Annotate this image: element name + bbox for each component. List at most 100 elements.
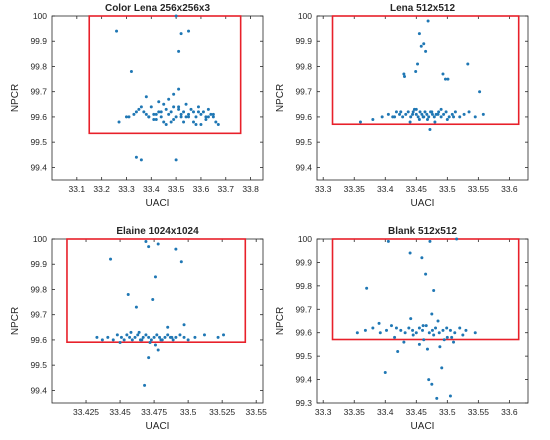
data-point [386,239,390,243]
data-point [125,333,129,337]
data-point [154,112,158,116]
data-point [156,242,160,246]
data-point [182,120,186,124]
y-tick-label: 99.7 [30,87,47,97]
chart-title: Elaine 1024x1024 [116,226,199,237]
y-tick-label: 99.9 [295,36,312,46]
data-point [126,293,130,297]
x-tick-label: 33.475 [141,407,167,417]
data-point [171,338,175,342]
data-point [174,115,178,119]
data-point [365,286,369,290]
data-point [137,107,141,111]
data-point [155,333,159,337]
data-point [432,115,436,119]
data-point [139,105,143,109]
axes-frame [51,15,264,181]
data-point [154,117,158,121]
data-point [430,312,434,316]
subplot-4: 33.3 33.35 33.4 33.45 33.5 33.55 33.6 99.3 99.4 9… [275,226,529,432]
data-point [428,128,432,132]
x-tick-label: 33.6 [501,184,518,194]
y-tick-label: 99.6 [295,328,312,338]
data-point [473,115,477,119]
data-point [144,240,148,244]
data-point [371,117,375,121]
data-point [174,335,178,339]
data-point [416,115,420,119]
data-point [393,115,397,119]
y-tick-label: 99.6 [30,112,47,122]
data-point [402,340,406,344]
x-tick-label: 33.5 [180,407,197,417]
data-point [448,394,452,398]
data-point [136,333,140,337]
data-point [178,333,182,337]
data-point [204,117,208,121]
x-tick-label: 33.5 [439,184,456,194]
subplot-2: 33.3 33.35 33.4 33.45 33.5 33.55 33.6 99.4 99.5 9… [275,3,529,209]
data-point [423,110,427,114]
data-point [172,105,176,109]
data-point [396,349,400,353]
axes-frame [316,238,529,404]
data-point [179,260,183,264]
threshold-box [331,238,520,341]
y-tick-label: 99.4 [30,162,47,172]
x-tick-label: 33.5 [439,407,456,417]
x-tick-label: 33.8 [242,184,259,194]
data-point [438,345,442,349]
data-point [187,115,191,119]
data-point [172,92,176,96]
data-point [199,112,203,116]
data-point [371,326,375,330]
data-point [425,347,429,351]
data-point [141,335,145,339]
data-point [174,14,178,18]
data-point [437,331,441,335]
y-tick-label: 99.4 [295,375,312,385]
data-point [363,328,367,332]
data-point [117,120,121,124]
y-tick-label: 99.9 [30,259,47,269]
data-point [159,338,163,342]
data-point [187,29,191,33]
y-tick-label: 99.7 [295,87,312,97]
data-point [420,112,424,116]
data-point [196,105,200,109]
data-point [430,382,434,386]
data-point [167,97,171,101]
x-tick-label: 33.3 [315,184,332,194]
data-point [151,298,155,302]
data-point [115,29,119,33]
data-point [147,245,151,249]
data-point [416,62,420,66]
chart-title: Color Lena 256x256x3 [105,3,210,14]
y-axis-label: NPCR [10,84,21,112]
data-point [417,117,421,121]
data-point [427,115,431,119]
data-point [408,120,412,124]
y-axis-label: NPCR [10,307,21,335]
x-tick-label: 33.45 [406,184,428,194]
data-point [152,335,156,339]
y-tick-label: 99.8 [30,61,47,71]
data-point [153,343,157,347]
data-point [440,366,444,370]
data-point [166,333,170,337]
data-point [430,328,434,332]
data-point [179,112,183,116]
data-point [209,112,213,116]
data-point [399,110,403,114]
data-point [216,335,220,339]
data-point [408,251,412,255]
threshold-box [88,15,242,135]
data-point [411,333,415,337]
subplot-grid: 33.1 33.2 33.3 33.4 33.5 33.6 33.7 33.8 99.4 99.5… [10,3,529,432]
data-point [172,117,176,121]
data-point [445,335,449,339]
data-point [147,115,151,119]
data-point [137,330,141,334]
y-tick-label: 99.4 [295,162,312,172]
data-point [383,371,387,375]
